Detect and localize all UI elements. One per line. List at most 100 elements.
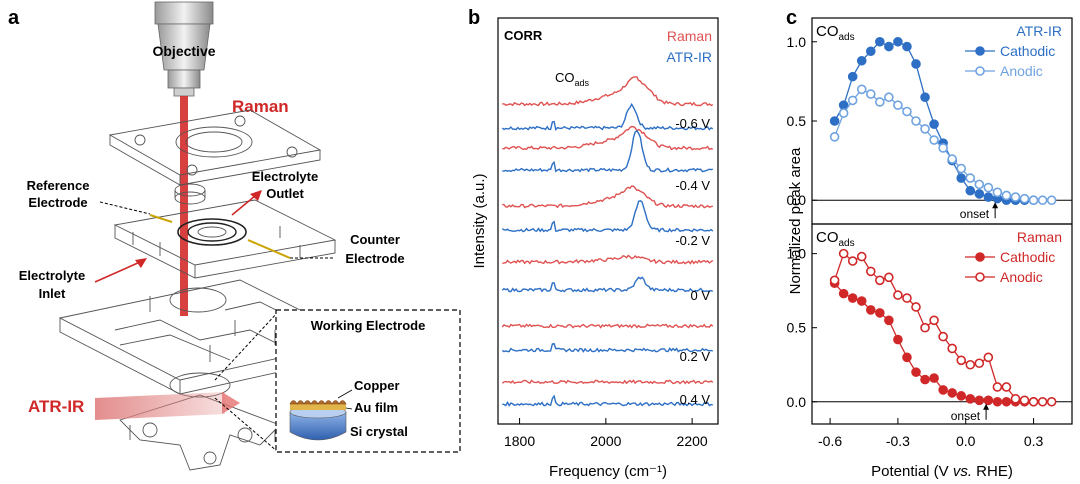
onset-label: onset (960, 207, 990, 221)
data-point-anodic (920, 322, 930, 333)
spectra-plot-frame (497, 17, 719, 425)
data-point-anodic (1001, 190, 1012, 201)
data-point-anodic (875, 97, 885, 107)
y-tick-label: 0.0 (787, 394, 807, 410)
spectrum-atr-ir-7 (501, 276, 714, 293)
spectra-y-axis-label: Intensity (a.u.) (471, 173, 488, 268)
si-crystal-label: Si crystal (350, 424, 408, 439)
data-point-anodic (929, 135, 939, 145)
y-tick-label: 1.0 (787, 246, 807, 262)
co-ads-annotation-main: CO (555, 70, 575, 85)
data-point-anodic (1028, 396, 1039, 407)
data-point-cathodic (902, 352, 912, 363)
potential-label: 0 V (690, 288, 710, 303)
counter-electrode-label: Electrode (345, 251, 404, 266)
reference-electrode-label: Electrode (28, 195, 87, 210)
data-point-cathodic (956, 173, 967, 183)
data-point-cathodic (847, 293, 858, 303)
data-point-anodic (847, 256, 858, 266)
data-point-anodic (865, 266, 876, 277)
y-tick-label: 0.0 (787, 192, 807, 208)
electrolyte-outlet-label-2: Outlet (266, 186, 304, 201)
outlet-arrow-icon (250, 190, 262, 201)
legend-entry: Anodic (1000, 269, 1043, 285)
spectrum-atr-ir-5 (501, 200, 714, 233)
data-point-anodic (947, 343, 957, 354)
data-point-anodic (983, 182, 994, 193)
data-point-anodic (938, 331, 948, 342)
panel-letter-b: b (468, 7, 480, 29)
data-point-anodic (1037, 195, 1048, 206)
co-ads-annotation: COads (555, 70, 590, 88)
data-point-anodic (902, 293, 912, 303)
y-tick-label: 0.5 (787, 113, 807, 129)
legend-atr-ir: ATR-IR (666, 49, 712, 65)
objective-lens-icon (154, 1, 214, 97)
data-point-cathodic (865, 305, 876, 315)
data-point-anodic (965, 173, 976, 183)
copper-label: Copper (354, 378, 400, 393)
spectra-traces (501, 76, 714, 407)
y-tick-label: 0.5 (787, 320, 807, 336)
data-point-anodic (1019, 395, 1030, 406)
data-point-anodic (1028, 195, 1039, 206)
data-point-cathodic (856, 55, 867, 66)
data-point-anodic (902, 106, 912, 117)
data-point-cathodic (1001, 396, 1012, 407)
legend-title: ATR-IR (1016, 23, 1062, 39)
data-point-cathodic (929, 119, 939, 129)
legend-marker (975, 46, 985, 56)
data-point-anodic (1001, 382, 1012, 392)
working-electrode-label: Working Electrode (311, 318, 426, 333)
spectra-x-tick-label: 2000 (590, 433, 621, 449)
data-point-anodic (1037, 396, 1048, 407)
atr-ir-label: ATR-IR (28, 397, 84, 416)
data-point-anodic (1046, 396, 1057, 407)
data-point-cathodic (974, 395, 985, 406)
data-point-anodic (884, 272, 894, 283)
x-label-part-2: RHE) (972, 463, 1013, 480)
co-ads-annotation-sub: ads (575, 78, 590, 88)
data-point-anodic (893, 100, 903, 110)
legend-entry: Anodic (1000, 63, 1043, 79)
data-point-anodic (847, 95, 858, 106)
data-point-cathodic (983, 192, 994, 202)
top-plate (108, 109, 322, 186)
data-point-cathodic (956, 391, 967, 401)
au-film-shape (290, 404, 346, 410)
peak-area-bottom-frame (811, 223, 1073, 425)
data-point-cathodic (965, 185, 976, 196)
data-point-anodic (974, 358, 985, 369)
au-film-label: Au film (354, 400, 398, 415)
working-electrode-inset: Working Electrode Copper Au film Si crys… (275, 309, 461, 453)
electrolyte-inlet-label-1: Electrolyte (19, 268, 85, 283)
raman-peak-area-plot: 0.0 0.5 1.0 COads Raman Cathodic Anodic onset (787, 229, 1072, 423)
corner-label: COads (816, 23, 855, 43)
data-point-cathodic (929, 373, 939, 383)
onset-arrow-icon (983, 403, 990, 410)
data-point-cathodic (974, 189, 985, 199)
panel-letter-c: c (786, 7, 797, 29)
legend-marker (975, 66, 985, 76)
onset-label: onset (951, 409, 981, 423)
data-point-anodic (856, 251, 867, 262)
window-piece (174, 183, 206, 205)
onset-arrow-icon (992, 202, 999, 209)
potential-labels: -0.6 V -0.4 V -0.2 V 0 V 0.2 V 0.4 V (675, 116, 710, 407)
spectrum-raman-4 (502, 185, 713, 209)
data-point-cathodic (856, 296, 867, 306)
data-point-cathodic (884, 315, 894, 326)
legend-marker (975, 272, 985, 282)
data-point-anodic (992, 187, 1003, 198)
reference-label: Reference (27, 178, 90, 193)
data-point-cathodic (920, 92, 930, 103)
data-point-cathodic (884, 41, 894, 52)
spectrum-atr-ir-3 (502, 129, 714, 173)
data-point-anodic (856, 84, 867, 95)
data-point-cathodic (893, 36, 903, 47)
legend-entry: Cathodic (1000, 43, 1055, 59)
spectrum-atr-ir-1 (501, 102, 714, 131)
data-point-anodic (1046, 195, 1057, 206)
data-point-anodic (829, 275, 840, 286)
